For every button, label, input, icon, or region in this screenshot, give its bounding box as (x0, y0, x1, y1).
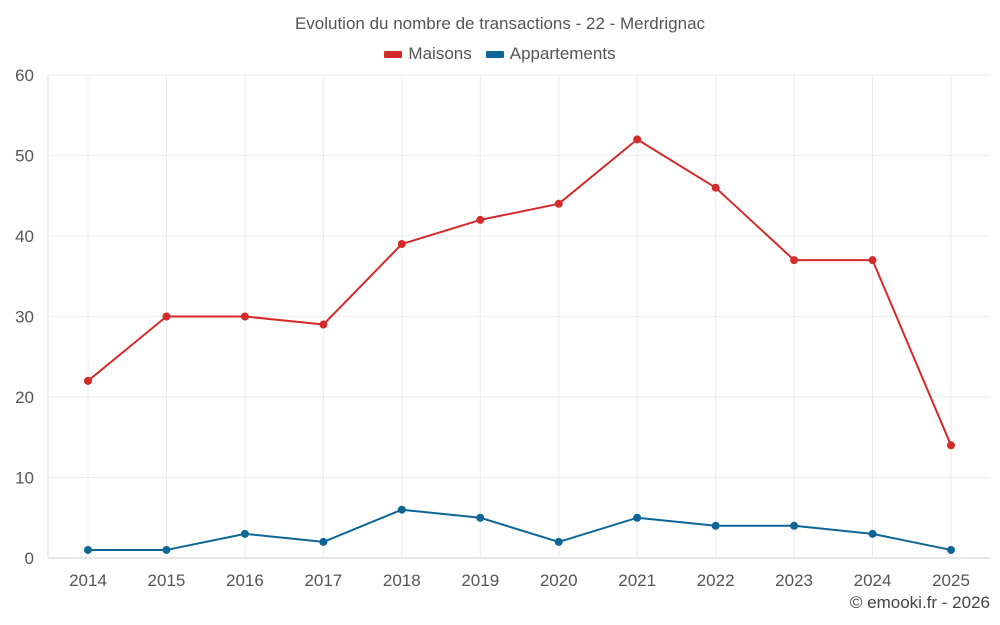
data-point-maisons (633, 135, 642, 144)
y-tick-label: 40 (15, 227, 34, 246)
data-point-maisons (240, 312, 249, 321)
x-tick-label: 2022 (697, 571, 735, 590)
data-point-maisons (868, 256, 877, 265)
x-tick-label: 2019 (461, 571, 499, 590)
credit-text: © emooki.fr - 2026 (849, 593, 990, 612)
y-tick-label: 10 (15, 469, 34, 488)
y-tick-label: 60 (15, 66, 34, 85)
series-line-maisons (87, 138, 952, 446)
legend-swatch-maisons (384, 50, 403, 58)
data-point-appartements (790, 521, 799, 530)
chart-title: Evolution du nombre de transactions - 22… (294, 14, 706, 33)
data-point-maisons (790, 256, 799, 265)
x-tick-label: 2021 (618, 571, 656, 590)
x-tick-label: 2023 (775, 571, 813, 590)
x-tick-label: 2016 (226, 571, 264, 590)
data-point-appartements (162, 545, 171, 554)
x-tick-label: 2015 (148, 571, 186, 590)
data-point-appartements (240, 529, 249, 538)
y-tick-label: 50 (15, 147, 34, 166)
data-point-maisons (554, 199, 563, 208)
data-point-maisons (476, 215, 485, 224)
x-tick-label: 2025 (932, 571, 970, 590)
x-tick-label: 2020 (540, 571, 578, 590)
data-point-appartements (868, 529, 877, 538)
x-tick-label: 2024 (854, 571, 892, 590)
data-point-appartements (554, 537, 563, 546)
legend-swatch-appartements (485, 50, 504, 58)
y-tick-label: 30 (15, 308, 34, 327)
y-tick-label: 20 (15, 388, 34, 407)
data-point-maisons (319, 320, 328, 329)
data-point-maisons (84, 376, 92, 385)
x-tick-label: 2014 (69, 571, 107, 590)
data-point-appartements (397, 505, 406, 514)
legend-label-appartements: Appartements (509, 44, 616, 63)
legend-label-maisons: Maisons (408, 44, 472, 63)
series-line-appartements (88, 508, 952, 551)
data-point-appartements (84, 545, 92, 554)
data-point-maisons (162, 312, 171, 321)
x-tick-label: 2018 (383, 571, 421, 590)
y-tick-label: 0 (25, 549, 34, 568)
data-point-appartements (711, 521, 720, 530)
x-tick-label: 2017 (304, 571, 342, 590)
data-point-appartements (319, 537, 328, 546)
data-point-appartements (633, 513, 642, 522)
data-point-appartements (476, 513, 485, 522)
legend: Maisons Appartements (0, 44, 1000, 64)
data-point-maisons (947, 441, 955, 450)
legend-item-appartements[interactable]: Appartements (485, 44, 616, 64)
data-point-appartements (947, 545, 955, 554)
data-point-maisons (711, 183, 720, 192)
legend-item-maisons[interactable]: Maisons (384, 44, 472, 64)
data-point-maisons (397, 240, 406, 249)
